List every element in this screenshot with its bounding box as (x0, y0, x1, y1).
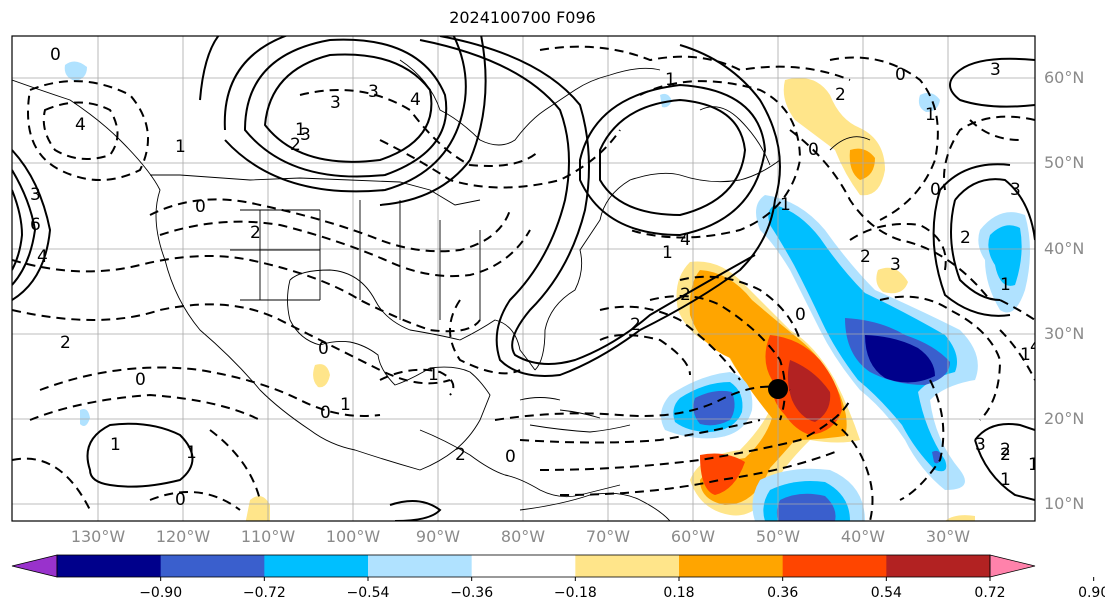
lat-label: 40°N (1044, 239, 1085, 258)
contour-label-dashed: 0 (795, 305, 806, 325)
lon-label: 70°W (585, 527, 631, 546)
contour-label-dashed: 3 (890, 255, 901, 275)
contour-label-solid: 3 (330, 93, 341, 113)
lon-label: 110°W (240, 527, 296, 546)
colorbar-extend-high (989, 554, 1036, 578)
contour-label-dashed: 1 (1020, 345, 1031, 365)
contour-label-dashed: 2 (630, 315, 641, 335)
contour-label-solid: 1 (295, 120, 306, 140)
colorbar-swatch (679, 555, 784, 577)
contour-label-dashed: 0 (195, 197, 206, 217)
contour-label-dashed: 4 (1030, 337, 1041, 357)
lon-label: 60°W (670, 527, 716, 546)
colorbar-swatch (782, 555, 887, 577)
colorbar-tick-label: 0.18 (663, 585, 695, 601)
colorbar-tick-label: 0.72 (974, 585, 1006, 601)
contour-label-dashed: 2 (1000, 440, 1011, 460)
contour-label-dashed: 0 (505, 447, 516, 467)
contour-label-solid: 1 (1000, 275, 1011, 295)
contour-label-dashed: 2 (250, 223, 261, 243)
contour-label-solid: 6 (30, 215, 41, 235)
colorbar-tick-label: −0.72 (242, 585, 286, 601)
lon-label: 80°W (500, 527, 546, 546)
colorbar-swatch (160, 555, 265, 577)
contour-label-dashed: 1 (780, 195, 791, 215)
coastlines (12, 59, 871, 521)
lon-label: 30°W (925, 527, 971, 546)
lon-label: 100°W (325, 527, 381, 546)
contour-label-dashed: 0 (808, 140, 819, 160)
contour-label-solid: 2 (290, 135, 301, 155)
lat-label: 50°N (1044, 153, 1085, 172)
contour-label-solid: 3 (368, 82, 379, 102)
contour-label-dashed: 0 (175, 490, 186, 510)
dashed-contours (12, 45, 1035, 521)
lat-label: 30°N (1044, 324, 1085, 343)
colorbar-tick-label: 0.90 (1078, 585, 1105, 601)
contour-label-dashed: 0 (930, 180, 941, 200)
contour-label-dashed: 1 (428, 365, 439, 385)
colorbar-swatch (368, 555, 473, 577)
contour-label-dashed: 2 (860, 247, 871, 267)
contour-label-dashed: 4 (410, 90, 421, 110)
contour-label-dashed: 0 (135, 370, 146, 390)
contour-label-dashed: 1 (175, 137, 186, 157)
colorbar-tick-label: −0.36 (450, 585, 494, 601)
colorbar-tick-label: −0.54 (346, 585, 390, 601)
contour-label-dashed: 0 (318, 339, 329, 359)
contour-label-solid: 3 (990, 60, 1001, 80)
colorbar-swatch (57, 555, 162, 577)
contour-label-dashed: 1 (665, 70, 676, 90)
lon-label: 90°W (415, 527, 461, 546)
contour-label-dashed: 2 (455, 445, 466, 465)
contour-label-solid: 2 (1000, 445, 1011, 465)
lon-label: 40°W (840, 527, 886, 546)
colorbar-swatch (471, 555, 576, 577)
solid-contours (12, 36, 1035, 521)
lat-label: 60°N (1044, 68, 1085, 87)
contour-label-solid: 3 (30, 185, 41, 205)
lon-label: 120°W (155, 527, 211, 546)
contour-label-dashed: 1 (340, 395, 351, 415)
lon-label: 130°W (70, 527, 126, 546)
contour-label-dashed: 0 (50, 45, 61, 65)
contour-label-solid: 1 (1000, 470, 1011, 490)
contour-label-dashed: 3 (300, 125, 311, 145)
contour-label-solid: 3 (1010, 180, 1021, 200)
contour-label-solid: 2 (960, 228, 971, 248)
lon-label: 50°W (755, 527, 801, 546)
contour-label-dashed: 4 (75, 115, 86, 135)
colorbar-tick-label: −0.18 (553, 585, 597, 601)
contour-label-solid: 1 (186, 443, 197, 463)
contour-label-solid: 1 (110, 435, 121, 455)
map-frame (11, 35, 1036, 522)
colorbar-swatch (264, 555, 369, 577)
colorbar-tick-label: 0.54 (870, 585, 902, 601)
contour-label-dashed: 1 (925, 105, 936, 125)
contour-label-dashed: 0 (895, 65, 906, 85)
contour-label-dashed: 0 (320, 403, 331, 423)
colorbar-swatch (575, 555, 680, 577)
contour-label-solid: 4 (680, 230, 691, 250)
contour-label-dashed: 2 (60, 333, 71, 353)
contour-label-solid: 4 (37, 247, 48, 267)
lat-label: 10°N (1044, 494, 1085, 513)
lat-label: 20°N (1044, 409, 1085, 428)
contour-label-dashed: 3 (975, 435, 986, 455)
shaded-field (64, 61, 1030, 521)
contour-label-solid: 1 (662, 243, 673, 263)
storm-center-dot (768, 379, 788, 399)
colorbar-swatch (886, 555, 991, 577)
contour-label-dashed: 2 (835, 85, 846, 105)
contour-label-dashed: 1 (1028, 455, 1039, 475)
colorbar-tick-label: 0.36 (767, 585, 799, 601)
contour-label-dashed: 2 (680, 285, 691, 305)
colorbar (11, 554, 1095, 581)
colorbar-extend-low (11, 554, 58, 578)
map-title: 2024100700 F096 (449, 8, 596, 27)
colorbar-tick-label: −0.90 (139, 585, 183, 601)
